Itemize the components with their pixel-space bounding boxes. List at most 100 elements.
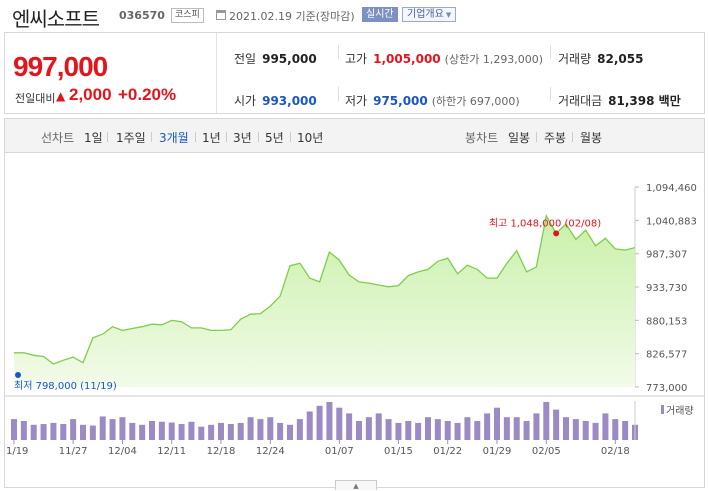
change-label: 전일대비 bbox=[15, 92, 56, 105]
high-label: 고가 bbox=[345, 52, 368, 66]
prev-close-value: 995,000 bbox=[262, 52, 317, 66]
tab-1w[interactable]: 1주일 bbox=[116, 131, 146, 145]
x-tick-label: 01/15 bbox=[384, 446, 413, 457]
volume-bar bbox=[168, 422, 175, 440]
tab-weekly-candle[interactable]: 주봉 bbox=[544, 131, 567, 145]
volume-bar bbox=[523, 421, 530, 440]
volume-bar bbox=[356, 421, 362, 440]
x-tick-label: 12/11 bbox=[157, 446, 186, 457]
volume-bar bbox=[70, 419, 77, 440]
y-tick-label: 826,577 bbox=[646, 350, 687, 361]
volume-bar bbox=[395, 422, 402, 440]
volume-bar bbox=[80, 424, 86, 440]
volume-bar bbox=[198, 426, 205, 440]
low-price: 저가 975,000 (하한가 697,000) bbox=[345, 92, 520, 109]
volume-label: 거래량 bbox=[558, 52, 592, 66]
volume-bar bbox=[296, 419, 303, 440]
volume-bar bbox=[543, 402, 550, 440]
change-percent: +0.20% bbox=[118, 85, 177, 104]
x-tick-label: 02/05 bbox=[532, 446, 561, 457]
chart-period-tabs: 선차트 1일 1주일 3개월 1년 3년 5년 10년 봉차트 일봉 주봉 월봉 bbox=[4, 118, 705, 153]
open-price: 시가 993,000 bbox=[234, 92, 317, 109]
volume-bar bbox=[454, 422, 461, 440]
current-price: 997,000 bbox=[13, 51, 108, 82]
lower-limit: (하한가 697,000) bbox=[431, 95, 520, 108]
x-tick-label: 01/07 bbox=[325, 446, 354, 457]
volume-bar bbox=[208, 424, 215, 440]
open-label: 시가 bbox=[234, 94, 257, 108]
tab-5y[interactable]: 5년 bbox=[265, 131, 284, 145]
x-tick-label: 12/24 bbox=[256, 446, 285, 457]
as-of-date: 2021.02.19 기준(장마감) bbox=[229, 10, 355, 23]
volume-bar bbox=[602, 413, 609, 440]
price-chart-frame: 1,094,460 1,040,883 987,307 933,730 880,153 8… bbox=[4, 153, 705, 488]
volume-bar bbox=[119, 417, 126, 440]
volume-bar bbox=[99, 416, 106, 440]
divider bbox=[550, 87, 551, 101]
volume-bar bbox=[188, 421, 195, 440]
tab-10y[interactable]: 10년 bbox=[297, 131, 324, 145]
y-tick-label: 1,040,883 bbox=[646, 216, 697, 227]
realtime-button[interactable]: 실시간 bbox=[362, 7, 398, 22]
tab-daily-candle[interactable]: 일봉 bbox=[508, 131, 531, 145]
volume-bar bbox=[247, 417, 254, 440]
divider bbox=[572, 132, 573, 142]
volume-bar bbox=[464, 417, 471, 440]
max-marker bbox=[553, 230, 560, 237]
volume-bar bbox=[533, 413, 540, 440]
volume-bar bbox=[385, 419, 392, 440]
tab-3m[interactable]: 3개월 bbox=[159, 131, 189, 145]
prev-close: 전일 995,000 bbox=[234, 50, 317, 67]
x-tick-label: 02/18 bbox=[601, 446, 630, 457]
market-badge: 코스피 bbox=[171, 8, 204, 23]
company-info-dropdown[interactable]: 기업개요 ▼ bbox=[402, 7, 457, 22]
divider bbox=[338, 87, 339, 101]
tab-3y[interactable]: 3년 bbox=[233, 131, 252, 145]
volume-bar bbox=[365, 417, 372, 440]
price-chart: 1,094,460 1,040,883 987,307 933,730 880,153 8… bbox=[5, 183, 704, 457]
trade-amount: 거래대금 81,398 백만 bbox=[558, 92, 681, 109]
amount-label: 거래대금 bbox=[558, 94, 603, 108]
divider bbox=[151, 132, 152, 142]
volume-bar bbox=[474, 421, 481, 440]
chevron-down-icon: ▼ bbox=[445, 11, 452, 19]
volume-bar bbox=[178, 424, 185, 440]
max-label: 최고 1,048,000 (02/08) bbox=[489, 217, 601, 229]
x-tick-label: 12/04 bbox=[108, 446, 137, 457]
tab-1y[interactable]: 1년 bbox=[202, 131, 221, 145]
tab-1d[interactable]: 1일 bbox=[84, 131, 103, 145]
volume-bar bbox=[425, 417, 431, 440]
divider bbox=[550, 45, 551, 59]
y-tick-label: 1,094,460 bbox=[646, 183, 697, 194]
high-price: 고가 1,005,000 (상한가 1,293,000) bbox=[345, 50, 543, 67]
volume-bar bbox=[60, 424, 67, 440]
x-tick-label: 11/27 bbox=[59, 446, 88, 457]
expand-chart-button[interactable]: ▲ bbox=[335, 480, 377, 490]
company-info-label: 기업개요 bbox=[407, 9, 444, 20]
divider bbox=[195, 132, 196, 142]
high-value: 1,005,000 bbox=[373, 52, 441, 66]
price-summary: 997,000 전일대비 ▲ 2,000 +0.20% 전일 995,000 고가… bbox=[4, 32, 705, 114]
volume-legend-swatch bbox=[661, 405, 664, 414]
divider bbox=[536, 132, 537, 142]
tab-monthly-candle[interactable]: 월봉 bbox=[580, 131, 603, 145]
divider bbox=[290, 132, 291, 142]
volume: 거래량 82,055 bbox=[558, 50, 643, 67]
low-value: 975,000 bbox=[373, 94, 428, 108]
volume-bar bbox=[484, 413, 491, 440]
volume-bar bbox=[218, 422, 224, 440]
prev-close-label: 전일 bbox=[234, 52, 257, 66]
stock-code: 036570 bbox=[119, 9, 165, 22]
volume-bar bbox=[553, 409, 560, 440]
volume-bar bbox=[494, 407, 500, 440]
volume-bar bbox=[139, 424, 146, 440]
chevron-up-icon: ▲ bbox=[353, 482, 359, 490]
divider bbox=[258, 132, 259, 142]
volume-bar bbox=[158, 421, 165, 440]
volume-value: 82,055 bbox=[597, 52, 644, 66]
volume-bar bbox=[20, 421, 27, 440]
volume-bar bbox=[612, 419, 619, 440]
volume-bar bbox=[30, 424, 37, 440]
min-marker bbox=[15, 372, 21, 378]
volume-bar bbox=[503, 417, 510, 440]
